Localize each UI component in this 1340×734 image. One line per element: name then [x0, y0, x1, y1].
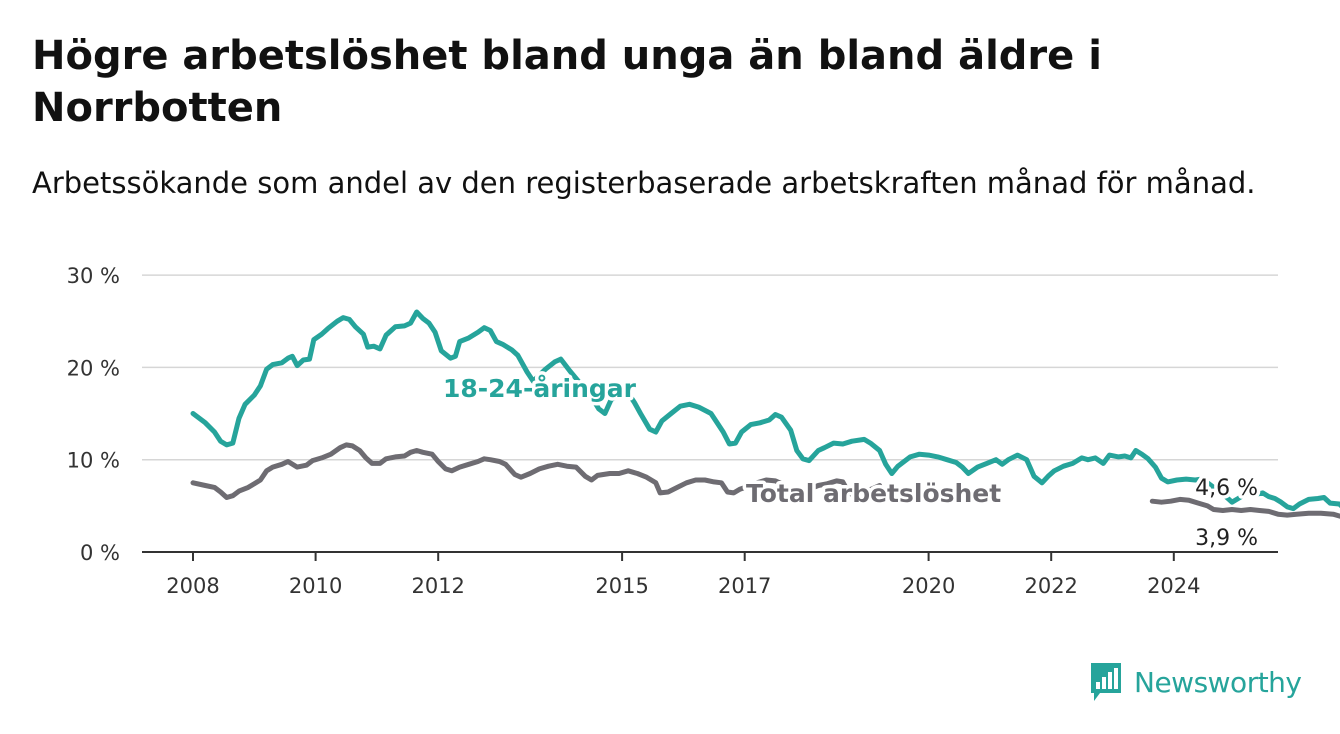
series-total-line: [190, 442, 883, 500]
y-tick-label: 20 %: [67, 356, 120, 380]
y-tick-label: 10 %: [67, 449, 120, 473]
y-tick-label: 0 %: [80, 541, 120, 565]
series-youth-line: [190, 309, 1340, 512]
x-tick-label: 2012: [411, 574, 464, 598]
series-total-label: Total arbetslöshet: [746, 479, 1001, 508]
x-tick-label: 2017: [718, 574, 771, 598]
series-youth-label: 18-24-åringar: [443, 374, 637, 403]
x-tick-label: 2015: [595, 574, 648, 598]
brand-logo: Newsworthy: [1088, 660, 1302, 704]
x-tick-label: 2008: [166, 574, 219, 598]
x-tick-label: 2010: [289, 574, 342, 598]
chart-title: Högre arbetslöshet bland unga än bland ä…: [32, 33, 1102, 131]
series-total-end-label: 3,9 %: [1195, 526, 1258, 551]
x-tick-label: 2022: [1024, 574, 1077, 598]
y-tick-label: 30 %: [67, 264, 120, 288]
series-youth-end-label: 4,6 %: [1195, 476, 1258, 501]
brand-name: Newsworthy: [1134, 665, 1302, 699]
x-tick-label: 2024: [1147, 574, 1200, 598]
x-tick-label: 2020: [902, 574, 955, 598]
chart-subtitle: Arbetssökande som andel av den registerb…: [32, 166, 1256, 200]
series-total-line-2: [1149, 496, 1340, 519]
newsworthy-chart-icon: [1091, 663, 1121, 701]
